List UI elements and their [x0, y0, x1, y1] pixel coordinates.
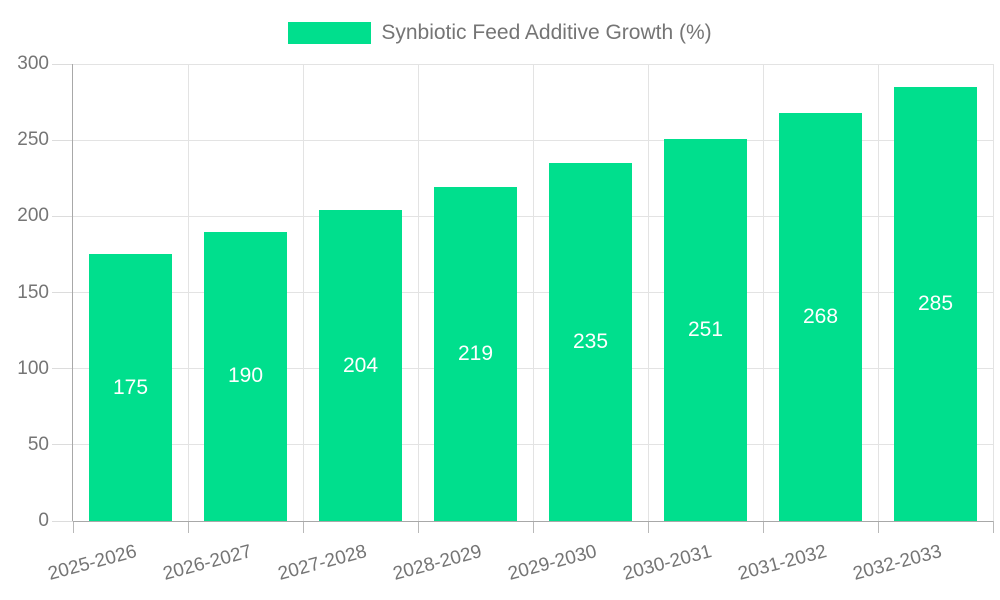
gridline-vertical — [417, 64, 419, 521]
x-tick-label: 2031-2032 — [735, 541, 829, 585]
y-axis-line — [72, 64, 73, 521]
x-axis-tick — [187, 521, 189, 533]
gridline-vertical — [762, 64, 764, 521]
x-axis-tick — [72, 521, 74, 533]
gridline-vertical — [302, 64, 304, 521]
y-tick-label: 100 — [17, 357, 49, 379]
y-axis-tick — [52, 215, 73, 217]
x-axis-tick — [992, 521, 994, 533]
bar[interactable]: 190 — [204, 231, 287, 521]
bar-value-label: 219 — [457, 342, 494, 366]
legend-swatch-icon — [288, 22, 372, 44]
gridline-vertical — [187, 64, 189, 521]
bar-value-label: 175 — [112, 375, 149, 399]
bar[interactable]: 251 — [664, 138, 747, 521]
x-tick-label: 2026-2027 — [160, 541, 254, 585]
y-axis-tick — [52, 444, 73, 446]
y-axis-tick — [52, 368, 73, 370]
gridline-vertical — [877, 64, 879, 521]
y-tick-label: 50 — [27, 433, 49, 455]
x-axis-line — [73, 521, 993, 522]
y-axis-tick — [52, 63, 73, 65]
x-axis-tick — [302, 521, 304, 533]
x-axis-tick — [762, 521, 764, 533]
gridline-vertical — [647, 64, 649, 521]
bar-value-label: 235 — [572, 330, 609, 353]
x-axis-tick — [532, 521, 534, 533]
legend-label: Synbiotic Feed Additive Growth (%) — [381, 21, 712, 44]
y-tick-label: 250 — [17, 129, 49, 151]
bar[interactable]: 268 — [779, 112, 862, 521]
bar[interactable]: 285 — [894, 86, 977, 521]
gridline-vertical — [992, 64, 994, 521]
y-tick-label: 0 — [38, 510, 49, 531]
y-axis-tick — [52, 139, 73, 141]
y-tick-label: 200 — [17, 205, 49, 227]
x-axis-tick — [417, 521, 419, 533]
gridline-vertical — [532, 64, 534, 521]
bar[interactable]: 204 — [319, 210, 402, 521]
x-tick-label: 2032-2033 — [850, 541, 944, 585]
bar[interactable]: 219 — [434, 187, 517, 521]
y-axis-tick — [52, 292, 73, 293]
bar-value-label: 285 — [917, 291, 954, 315]
x-tick-label: 2027-2028 — [275, 541, 369, 585]
y-tick-label: 150 — [17, 281, 49, 303]
bar-value-label: 268 — [802, 304, 839, 328]
bar[interactable]: 175 — [89, 254, 172, 521]
y-tick-label: 300 — [17, 53, 49, 74]
bar[interactable]: 235 — [549, 163, 632, 521]
legend[interactable]: Synbiotic Feed Additive Growth (%) — [0, 21, 1000, 45]
x-tick-label: 2030-2031 — [620, 541, 714, 585]
bar-value-label: 251 — [687, 317, 724, 341]
y-axis-tick — [52, 520, 73, 522]
bar-value-label: 190 — [227, 364, 264, 388]
x-tick-label: 2025-2026 — [45, 541, 139, 585]
x-axis-tick — [647, 521, 649, 533]
x-tick-label: 2029-2030 — [505, 541, 599, 585]
bar-value-label: 204 — [342, 353, 379, 377]
x-tick-label: 2028-2029 — [390, 541, 484, 585]
x-axis-tick — [877, 521, 879, 533]
